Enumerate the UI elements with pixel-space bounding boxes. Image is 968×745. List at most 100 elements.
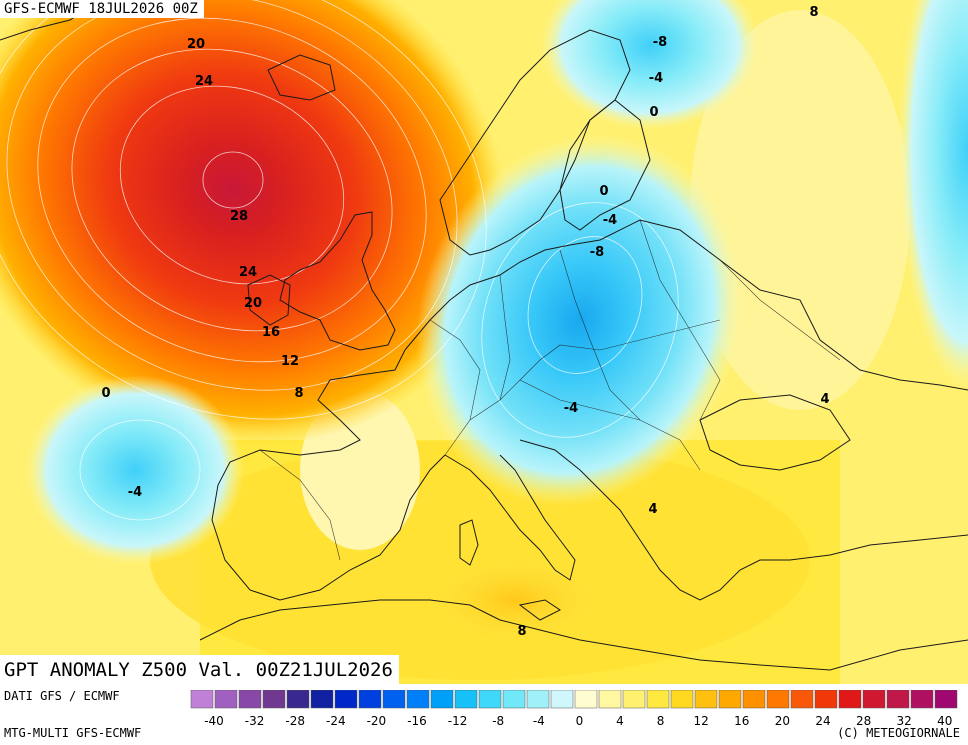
anomaly-map: 20 24 28 24 20 16 12 8 0 -4 -8 -4 0 8 0 … <box>0 0 968 684</box>
contour-label-layer: 20 24 28 24 20 16 12 8 0 -4 -8 -4 0 8 0 … <box>101 5 829 639</box>
contour-label: 0 <box>599 184 608 199</box>
contour-label: 24 <box>239 265 257 280</box>
legend-swatch <box>694 690 718 709</box>
legend-swatch <box>406 690 430 709</box>
contour-label: 24 <box>195 74 213 89</box>
legend-swatch <box>526 690 550 709</box>
legend-swatch <box>670 690 694 709</box>
coast-british-isles <box>279 211 396 351</box>
contour-label: 4 <box>820 392 829 407</box>
country-borders <box>259 219 841 561</box>
color-legend: -40 -32 -28 -24 -20 -16 -12 -8 -4 0 4 8 12 16 20 24 28 32… <box>190 690 958 728</box>
contour-8 <box>0 0 487 420</box>
legend-tick-label: 24 <box>815 714 830 728</box>
contour-16 <box>37 17 427 363</box>
footer: DATI GFS / ECMWF MTG-MULTI GFS-ECMWF (C)… <box>0 684 968 745</box>
legend-swatch <box>742 690 766 709</box>
legend-swatch <box>286 690 310 709</box>
contour-24 <box>119 85 345 285</box>
contour-label: -8 <box>653 35 667 50</box>
legend-tick-label: 40 <box>937 714 952 728</box>
contour-label: 20 <box>244 296 262 311</box>
border-7 <box>519 379 701 471</box>
central-europe-negative-anomaly <box>416 133 744 507</box>
border-1 <box>444 319 721 456</box>
contour-label: 8 <box>809 5 818 20</box>
legend-swatch <box>454 690 478 709</box>
contour-label: -4 <box>564 401 578 416</box>
copyright-label: (C) METEOGIORNALE <box>837 726 960 740</box>
contour-label: 8 <box>294 386 303 401</box>
legend-tick-label: 20 <box>775 714 790 728</box>
legend-tick-label: -12 <box>448 714 468 728</box>
east-light-band <box>690 10 910 410</box>
coast-sardinia <box>459 519 479 566</box>
contour-label: 0 <box>101 386 110 401</box>
legend-swatch <box>358 690 382 709</box>
scandinavia-negative-anomaly <box>540 0 760 130</box>
legend-swatch <box>862 690 886 709</box>
legend-tick-label: 28 <box>856 714 871 728</box>
coast-iceland <box>267 54 336 101</box>
coast-north-africa <box>199 599 968 671</box>
contour-label: 8 <box>517 624 526 639</box>
legend-swatch <box>838 690 862 709</box>
legend-swatch <box>790 690 814 709</box>
coast-sweden-finland <box>559 99 651 231</box>
legend-swatch <box>598 690 622 709</box>
contour-label: 28 <box>230 209 248 224</box>
legend-tick-label: 0 <box>576 714 584 728</box>
contour-neg4-azores <box>79 419 201 521</box>
contour-12 <box>6 0 458 391</box>
map-title: GPT ANOMALY Z500 Val. 00Z21JUL2026 <box>0 655 399 685</box>
legend-swatch <box>814 690 838 709</box>
data-source-label: DATI GFS / ECMWF <box>4 689 120 703</box>
legend-tick-label: -16 <box>407 714 427 728</box>
border-2 <box>499 274 511 401</box>
legend-swatch <box>622 690 646 709</box>
coast-ireland <box>247 274 291 326</box>
legend-swatch <box>886 690 910 709</box>
legend-swatch <box>214 690 238 709</box>
contour-label: -4 <box>649 71 663 86</box>
contour-28 <box>202 151 264 209</box>
legend-tick-label: -32 <box>245 714 265 728</box>
contour-neg8-central <box>527 236 643 374</box>
coast-france-iberia <box>211 349 446 601</box>
contour-label: 20 <box>187 37 205 52</box>
product-label: MTG-MULTI GFS-ECMWF <box>4 726 142 740</box>
legend-swatch <box>262 690 286 709</box>
east-negative-anomaly <box>898 0 968 390</box>
legend-ticks: -40 -32 -28 -24 -20 -16 -12 -8 -4 0 4 8 12 16 20 24 28 32… <box>204 714 952 728</box>
legend-tick-label: 8 <box>657 714 665 728</box>
contour-lines <box>0 0 679 521</box>
contour-label: -4 <box>128 485 142 500</box>
contour-label: 16 <box>262 325 280 340</box>
legend-tick-label: -24 <box>326 714 346 728</box>
contour-label: 0 <box>649 105 658 120</box>
contour-neg4-central <box>481 202 679 438</box>
contour-label: -8 <box>590 245 604 260</box>
coast-balkans <box>519 439 968 601</box>
legend-swatch <box>310 690 334 709</box>
legend-swatch <box>238 690 262 709</box>
atlantic-positive-anomaly <box>0 0 507 446</box>
border-6 <box>429 319 481 421</box>
legend-swatch <box>502 690 526 709</box>
legend-swatch <box>718 690 742 709</box>
legend-tick-label: 4 <box>616 714 624 728</box>
border-8 <box>259 449 341 561</box>
coast-black-sea <box>699 394 851 471</box>
contour-label: 12 <box>281 354 299 369</box>
legend-swatch <box>190 690 214 709</box>
coast-italy <box>444 454 576 581</box>
legend-tick-label: -4 <box>533 714 545 728</box>
legend-swatch <box>646 690 670 709</box>
legend-swatch <box>766 690 790 709</box>
legend-swatch <box>934 690 958 709</box>
azores-negative-anomaly <box>25 375 245 565</box>
border-5 <box>719 259 841 361</box>
legend-tick-label: -40 <box>204 714 224 728</box>
border-4 <box>639 219 721 421</box>
